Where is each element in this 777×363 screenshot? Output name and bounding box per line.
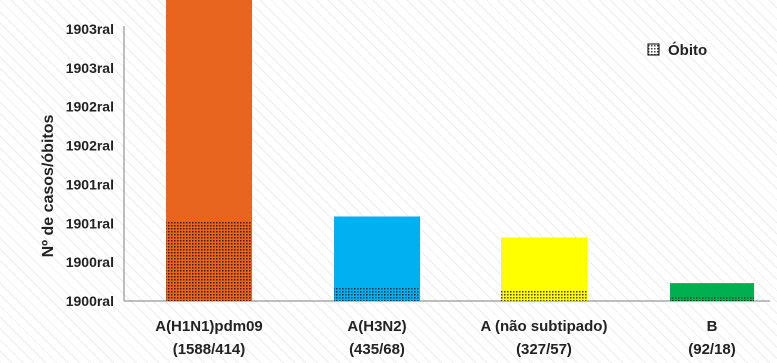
legend: Óbito	[647, 41, 707, 59]
y-tick-label: 1902ral	[66, 138, 114, 154]
y-tick-label: 1902ral	[66, 99, 114, 115]
y-tick-label: 1903ral	[66, 60, 114, 76]
bar-deaths	[334, 287, 420, 301]
category-label: (92/18)	[688, 341, 736, 358]
category-label: (435/68)	[349, 341, 405, 358]
category-label: A(H1N1)pdm09	[155, 318, 263, 335]
category-label: A (não subtipado)	[481, 318, 608, 335]
y-tick-label: 1901ral	[66, 215, 114, 231]
y-tick-label: 1901ral	[66, 176, 114, 192]
y-axis-label: Nº de casos/óbitos	[40, 115, 57, 258]
category-label: (327/57)	[516, 341, 572, 358]
category-label: (1588/414)	[173, 341, 246, 358]
bar-cases	[670, 283, 754, 301]
bar-cases	[334, 216, 420, 301]
y-tick-label: 1900ral	[66, 293, 114, 309]
category-labels: A(H1N1)pdm09 (1588/414) A(H3N2) (435/68) A (…	[155, 318, 736, 358]
bar-deaths	[166, 220, 252, 301]
bars	[166, 0, 754, 302]
legend-label: Óbito	[668, 41, 707, 59]
category-label: B	[707, 318, 718, 335]
bar-deaths	[501, 289, 587, 301]
bar-deaths	[670, 297, 754, 301]
y-tick-label: 1903ral	[66, 21, 114, 37]
y-tick-label: 1900ral	[66, 254, 114, 270]
category-label: A(H3N2)	[347, 318, 406, 335]
y-tick-labels: 1900ral 1900ral 1901ral 1901ral 1902ral 1902r…	[66, 21, 114, 309]
legend-swatch	[647, 43, 660, 56]
